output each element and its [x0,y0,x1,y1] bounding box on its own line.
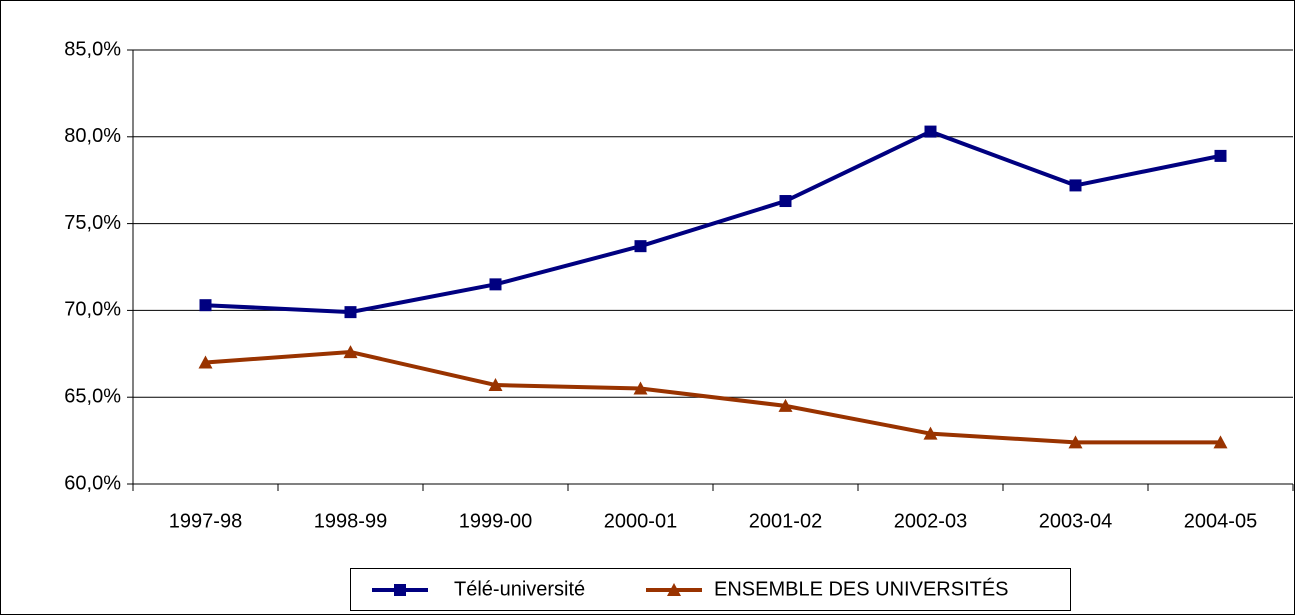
point [633,381,648,395]
x-tick-label: 1998-99 [314,510,387,532]
y-tick-label: 65,0% [64,385,121,407]
legend-label: Télé-université [454,578,585,600]
x-tick-label: 1997-98 [169,510,242,532]
y-tick-label: 75,0% [64,212,121,234]
point [344,306,357,319]
y-tick-label: 85,0% [64,38,121,60]
point [923,426,938,440]
y-tick-label: 70,0% [64,299,121,321]
x-tick-label: 2003-04 [1039,510,1112,532]
point [779,195,792,208]
series-line [205,350,1221,445]
y-tick-label: 80,0% [64,125,121,147]
point [1213,435,1228,449]
point [1068,435,1083,449]
point [488,378,503,392]
legend-box [350,568,1071,611]
point [924,125,937,138]
x-tick-label: 2001-02 [749,510,822,532]
y-tick-label: 60,0% [64,472,121,494]
x-tick-label: 2004-05 [1184,510,1257,532]
legend-marker [394,584,406,596]
point [1069,179,1082,192]
point [778,398,793,412]
point [198,355,213,369]
series-line [205,129,1221,315]
legend-label: ENSEMBLE DES UNIVERSITÉS [714,577,1009,600]
x-tick-label: 1999-00 [459,510,532,532]
x-tick-label: 2000-01 [604,510,677,532]
point [489,278,502,291]
point [343,345,358,359]
point [199,299,212,312]
point [634,240,647,253]
legend-marker [667,583,681,596]
x-tick-label: 2002-03 [894,510,967,532]
point [1214,149,1227,162]
